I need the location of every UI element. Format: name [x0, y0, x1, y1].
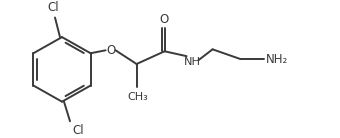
Text: O: O — [106, 44, 115, 57]
Text: NH₂: NH₂ — [266, 53, 288, 66]
Text: Cl: Cl — [47, 1, 59, 14]
Text: CH₃: CH₃ — [127, 92, 148, 102]
Text: Cl: Cl — [72, 124, 84, 136]
Text: O: O — [159, 13, 168, 26]
Text: NH: NH — [184, 57, 201, 67]
